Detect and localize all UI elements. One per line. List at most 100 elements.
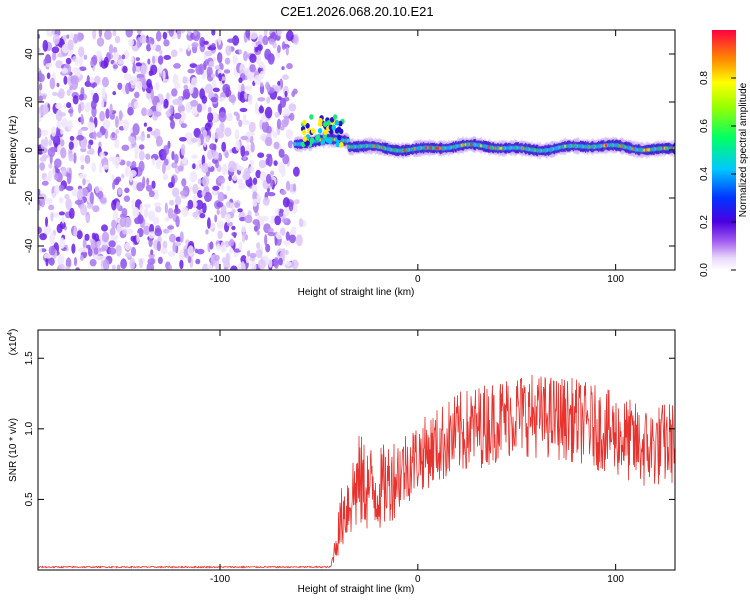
noise-speck (80, 138, 87, 150)
noise-speck (190, 99, 199, 107)
noise-speck (258, 159, 267, 169)
noise-speck (285, 231, 290, 241)
noise-speck (238, 119, 243, 127)
signal-burst (335, 141, 340, 148)
noise-speck (112, 64, 119, 69)
noise-speck (117, 82, 123, 91)
noise-speck (238, 48, 242, 54)
noise-speck (228, 160, 236, 173)
noise-speck (229, 247, 234, 254)
signal-burst (338, 120, 343, 127)
noise-speck (255, 249, 263, 259)
noise-speck (289, 112, 295, 121)
noise-speck (153, 111, 162, 117)
noise-speck (249, 159, 255, 166)
noise-speck (112, 210, 119, 222)
noise-speck (120, 258, 127, 270)
noise-speck (261, 120, 270, 133)
noise-speck (67, 39, 74, 51)
noise-speck (237, 165, 244, 171)
noise-speck (166, 92, 170, 100)
noise-speck (152, 189, 159, 200)
noise-speck (98, 141, 102, 149)
noise-speck (239, 216, 247, 222)
noise-speck (80, 113, 84, 125)
noise-speck (158, 64, 163, 74)
y-tick-label: 0.5 (24, 492, 35, 506)
noise-speck (51, 92, 58, 96)
noise-speck (141, 64, 147, 75)
noise-speck (132, 123, 140, 136)
noise-speck (78, 46, 85, 58)
noise-speck (243, 113, 247, 123)
noise-speck (65, 185, 74, 191)
noise-speck (40, 129, 49, 136)
noise-speck (42, 39, 49, 52)
noise-speck (294, 199, 300, 205)
noise-speck (50, 211, 54, 222)
noise-speck (136, 30, 142, 35)
noise-speck (48, 245, 56, 256)
noise-speck (291, 91, 296, 98)
noise-speck (266, 173, 272, 184)
noise-speck (282, 108, 291, 118)
colorbar-tick-label: 0.4 (699, 167, 710, 181)
snr-x-ticks: -100 0 100 (210, 330, 624, 585)
noise-speck (147, 258, 155, 265)
signal-burst (309, 114, 314, 120)
noise-speck (238, 241, 243, 251)
noise-speck (281, 66, 285, 71)
noise-speck (195, 199, 204, 210)
noise-speck (260, 82, 264, 88)
colorbar-tick-label: 0.6 (699, 119, 710, 133)
noise-speck (283, 115, 290, 126)
noise-speck (265, 243, 271, 253)
noise-speck (187, 30, 191, 36)
noise-speck (168, 30, 174, 37)
noise-speck (100, 197, 107, 204)
noise-speck (220, 241, 225, 253)
noise-speck (87, 143, 92, 150)
noise-speck (66, 89, 71, 96)
noise-speck (237, 178, 243, 185)
noise-speck (284, 205, 290, 217)
spectrogram-plot-area (38, 30, 675, 270)
noise-speck (74, 199, 83, 205)
noise-speck (266, 153, 272, 159)
noise-speck (241, 232, 246, 243)
noise-speck (175, 215, 180, 228)
noise-speck (288, 103, 297, 112)
noise-speck (78, 55, 84, 67)
snr-series-line (38, 374, 675, 569)
noise-speck (284, 250, 289, 255)
noise-speck (176, 30, 182, 40)
noise-speck (273, 257, 280, 269)
noise-speck (198, 63, 204, 75)
noise-speck (257, 152, 265, 158)
noise-speck (164, 202, 168, 214)
noise-speck (143, 207, 149, 219)
noise-speck (65, 198, 72, 211)
noise-speck (230, 265, 238, 270)
noise-speck (145, 108, 153, 116)
noise-speck (257, 97, 266, 102)
noise-speck (202, 129, 208, 138)
noise-speck (94, 186, 100, 194)
noise-speck (272, 131, 278, 139)
noise-speck (55, 109, 63, 122)
noise-speck (254, 74, 262, 85)
noise-speck (143, 203, 151, 209)
noise-speck (93, 247, 99, 255)
noise-speck (45, 216, 48, 227)
x-tick-label: 100 (607, 274, 624, 285)
noise-speck (78, 103, 82, 114)
noise-speck (38, 188, 41, 196)
noise-speck (233, 202, 241, 209)
noise-speck (239, 107, 248, 113)
noise-speck (146, 43, 152, 52)
noise-speck (150, 88, 154, 101)
noise-speck (187, 199, 194, 210)
noise-speck (169, 199, 175, 206)
noise-speck (168, 264, 172, 270)
